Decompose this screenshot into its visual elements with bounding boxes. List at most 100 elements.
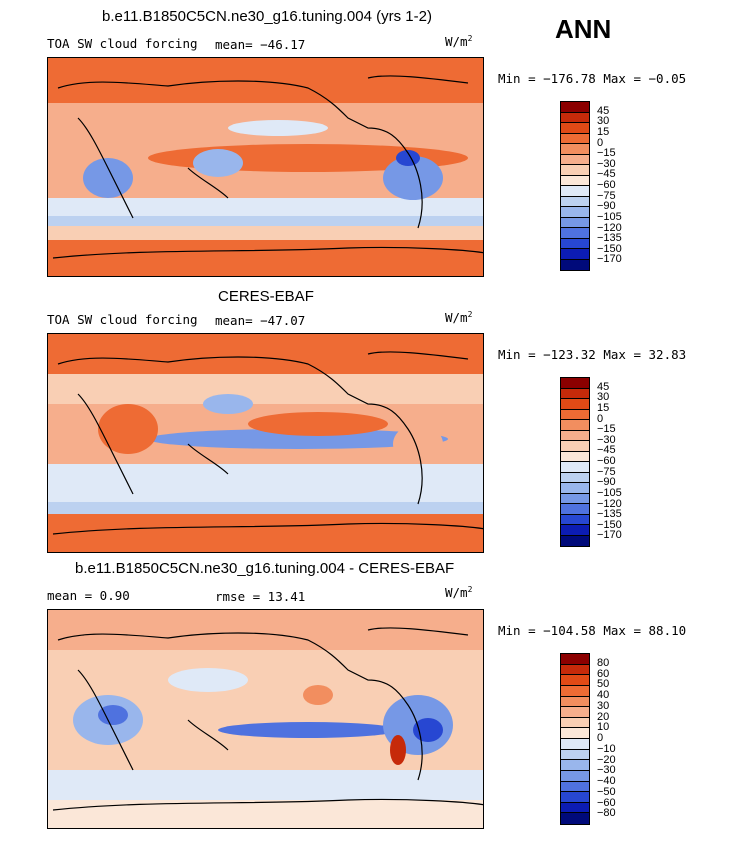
colorbar-swatch <box>561 430 589 441</box>
colorbar-tick-label: −150 <box>597 518 622 531</box>
colorbar-swatch <box>561 186 589 197</box>
colorbar-swatch <box>561 388 589 399</box>
colorbar-swatch <box>561 493 589 504</box>
colorbar-swatch <box>561 654 589 665</box>
colorbar-swatch <box>561 781 589 793</box>
colorbar-swatch <box>561 249 589 260</box>
colorbar-swatch <box>561 259 589 270</box>
colorbar-swatch <box>561 675 589 686</box>
colorbar-tick-label: 40 <box>597 689 610 701</box>
colorbar-tick-label: −15 <box>597 147 616 160</box>
colorbar-swatch <box>561 133 589 144</box>
colorbar-swatch <box>561 144 589 155</box>
colorbar-tick-label: −30 <box>597 157 616 170</box>
panel-3-mean: mean = 0.90 <box>47 588 130 603</box>
colorbar-tick-label: −105 <box>597 210 622 223</box>
colorbar-swatch <box>561 102 589 113</box>
panel-2-title: CERES-EBAF <box>218 288 314 305</box>
colorbar-tick-label: −45 <box>597 444 616 457</box>
colorbar-tick-label: 30 <box>597 391 610 404</box>
colorbar-swatch <box>561 739 589 750</box>
panel-3-colorbar <box>560 653 590 825</box>
colorbar-swatch <box>561 441 589 452</box>
colorbar-tick-label: −80 <box>597 807 616 820</box>
colorbar-tick-label: −75 <box>597 465 616 478</box>
colorbar-swatch <box>561 535 589 546</box>
colorbar-tick-label: −135 <box>597 232 622 245</box>
panel-2-map <box>47 333 484 553</box>
colorbar-tick-label: 0 <box>597 136 604 149</box>
colorbar-tick-label: 30 <box>597 699 610 712</box>
colorbar-swatch <box>561 685 589 697</box>
colorbar-swatch <box>561 228 589 239</box>
colorbar-tick-label: 45 <box>597 104 610 117</box>
colorbar-swatch <box>561 664 589 676</box>
colorbar-swatch <box>561 770 589 782</box>
panel-2-colorbar <box>560 377 590 547</box>
colorbar-swatch <box>561 802 589 814</box>
colorbar-tick-label: −50 <box>597 785 616 798</box>
panel-2-minmax: Min = −123.32 Max = 32.83 <box>498 347 687 362</box>
colorbar-tick-label: 50 <box>597 678 610 691</box>
colorbar-swatch <box>561 165 589 176</box>
colorbar-tick-label: −45 <box>597 168 616 181</box>
colorbar-tick-label: −170 <box>597 253 622 266</box>
colorbar-swatch <box>561 420 589 431</box>
colorbar-tick-label: −135 <box>597 508 622 521</box>
panel-2-field-label: TOA SW cloud forcing <box>47 312 198 327</box>
colorbar-swatch <box>561 483 589 494</box>
panel-3-minmax: Min = −104.58 Max = 88.10 <box>498 623 687 638</box>
colorbar-tick-label: −20 <box>597 753 616 766</box>
colorbar-tick-label: −105 <box>597 486 622 499</box>
colorbar-tick-label: 15 <box>597 401 610 414</box>
colorbar-swatch <box>561 217 589 228</box>
colorbar-tick-label: −60 <box>597 455 616 467</box>
colorbar-swatch <box>561 514 589 525</box>
colorbar-swatch <box>561 696 589 708</box>
colorbar-tick-label: −60 <box>597 179 616 191</box>
colorbar-swatch <box>561 175 589 186</box>
panel-1-field-label: TOA SW cloud forcing <box>47 36 198 51</box>
colorbar-tick-label: −150 <box>597 242 622 255</box>
colorbar-tick-label: 10 <box>597 721 610 734</box>
colorbar-swatch <box>561 462 589 473</box>
colorbar-tick-label: 45 <box>597 380 610 393</box>
colorbar-swatch <box>561 472 589 483</box>
panel-1-minmax: Min = −176.78 Max = −0.05 <box>498 71 687 86</box>
colorbar-tick-label: −120 <box>597 497 622 510</box>
panel-1-title: b.e11.B1850C5CN.ne30_g16.tuning.004 (yrs… <box>102 8 432 25</box>
colorbar-swatch <box>561 112 589 123</box>
panel-1-mean: mean= −46.17 <box>215 37 306 52</box>
colorbar-swatch <box>561 728 589 739</box>
colorbar-tick-label: 80 <box>597 656 610 669</box>
panel-3-rmse: rmse = 13.41 <box>215 589 306 604</box>
colorbar-swatch <box>561 378 589 389</box>
colorbar-swatch <box>561 707 589 718</box>
colorbar-tick-label: −10 <box>597 742 616 755</box>
colorbar-tick-label: −170 <box>597 529 622 542</box>
colorbar-tick-label: −90 <box>597 200 616 213</box>
colorbar-swatch <box>561 525 589 536</box>
colorbar-tick-label: −15 <box>597 423 616 436</box>
colorbar-swatch <box>561 399 589 410</box>
colorbar-tick-label: 20 <box>597 710 610 723</box>
panel-1-colorbar <box>560 101 590 271</box>
colorbar-swatch <box>561 749 589 761</box>
colorbar-swatch <box>561 409 589 420</box>
colorbar-swatch <box>561 154 589 165</box>
colorbar-swatch <box>561 504 589 515</box>
colorbar-swatch <box>561 238 589 249</box>
colorbar-swatch <box>561 123 589 134</box>
colorbar-swatch <box>561 760 589 771</box>
panel-3-units: W/m2 <box>445 585 473 601</box>
season-label: ANN <box>555 14 612 44</box>
colorbar-swatch <box>561 196 589 207</box>
colorbar-tick-label: −30 <box>597 764 616 777</box>
colorbar-tick-label: −75 <box>597 189 616 202</box>
colorbar-swatch <box>561 717 589 729</box>
colorbar-tick-label: 15 <box>597 125 610 138</box>
colorbar-swatch <box>561 207 589 218</box>
panel-3-map <box>47 609 484 829</box>
colorbar-tick-label: −90 <box>597 476 616 489</box>
colorbar-swatch <box>561 451 589 462</box>
